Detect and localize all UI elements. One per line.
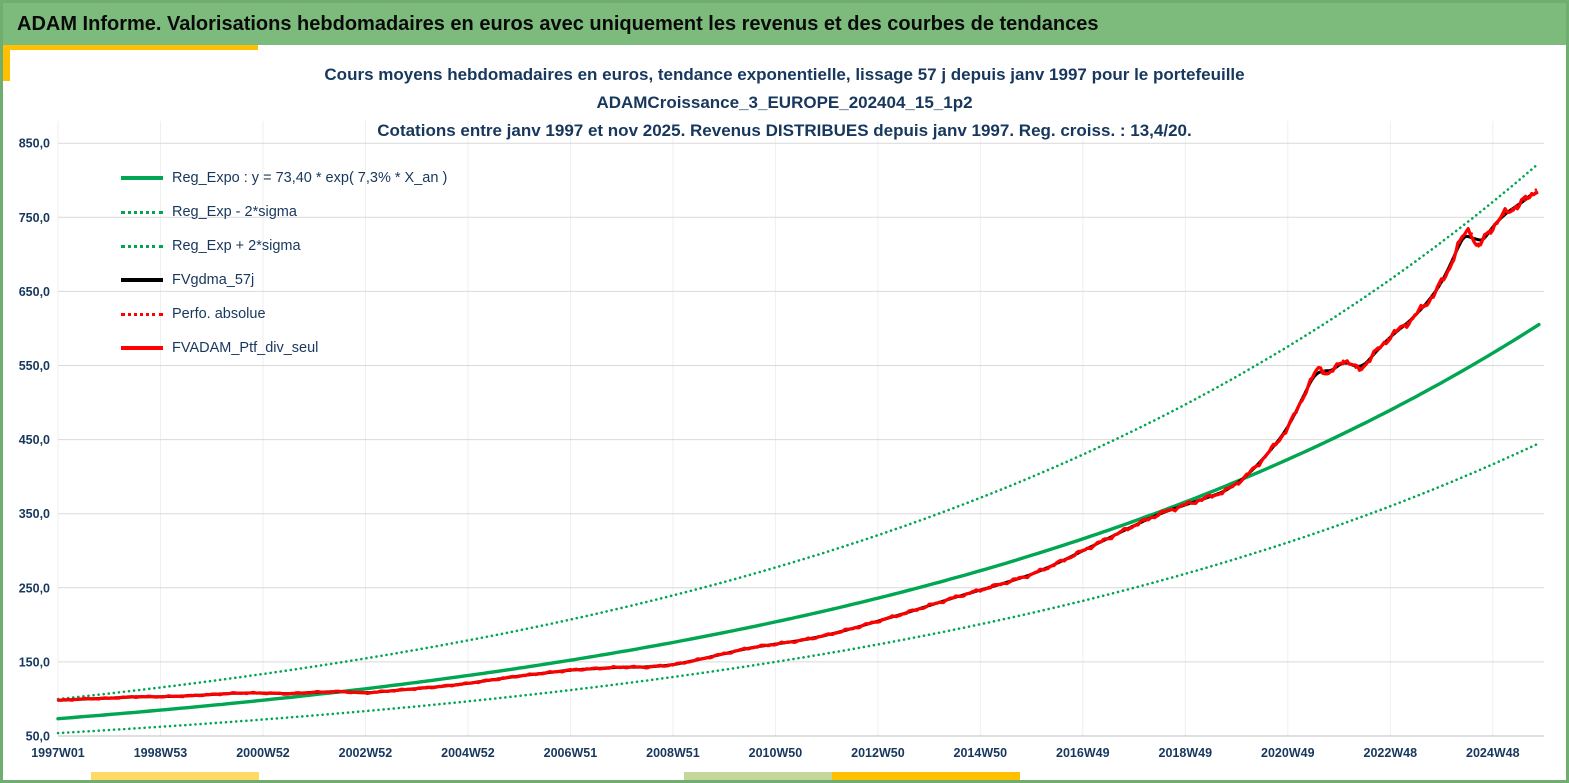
legend-line-green-dotted <box>121 210 163 214</box>
legend-line-green-solid <box>121 176 163 180</box>
bottom-accent-yellow <box>91 772 259 780</box>
x-tick-label: 1997W01 <box>31 746 85 760</box>
x-tick-label: 2022W48 <box>1364 746 1418 760</box>
legend-line-green-dotted-2 <box>121 244 163 248</box>
y-tick-label: 250,0 <box>19 581 50 595</box>
y-tick-label: 650,0 <box>19 285 50 299</box>
x-tick-label: 2016W49 <box>1056 746 1110 760</box>
legend-item-fvadam: FVADAM_Ptf_div_seul <box>121 331 447 365</box>
legend-label-reg-plus-2sigma: Reg_Exp + 2*sigma <box>172 238 301 254</box>
x-tick-label: 2014W50 <box>954 746 1008 760</box>
x-tick-label: 2000W52 <box>236 746 290 760</box>
bottom-accent-orange <box>832 772 1020 780</box>
legend-label-fvgdma: FVgdma_57j <box>172 272 255 288</box>
legend-line-red-dotted <box>121 312 163 316</box>
x-tick-label: 2008W51 <box>646 746 700 760</box>
legend-label-reg-minus-2sigma: Reg_Exp - 2*sigma <box>172 204 297 220</box>
x-tick-label: 2004W52 <box>441 746 495 760</box>
y-tick-label: 150,0 <box>19 655 50 669</box>
y-tick-label: 550,0 <box>19 359 50 373</box>
x-tick-label: 2020W49 <box>1261 746 1315 760</box>
fvadam-ptf-div-seul-curve <box>57 190 1539 702</box>
corner-accent-top-vertical <box>3 45 10 81</box>
legend-item-fvgdma: FVgdma_57j <box>121 263 447 297</box>
legend-label-perfo-absolue: Perfo. absolue <box>172 306 266 322</box>
y-tick-label: 850,0 <box>19 137 50 151</box>
plot-svg: 50,0 150,0 250,0 350,0 450,0 550,0 650,0 750,0 8… <box>19 121 1544 760</box>
chart: 50,0 150,0 250,0 350,0 450,0 550,0 650,0 750,0 8… <box>3 45 1566 780</box>
legend-item-perfo-absolue: Perfo. absolue <box>121 297 447 331</box>
reg-exp-minus-2sigma-curve <box>56 442 1541 735</box>
x-tick-label: 2024W48 <box>1466 746 1520 760</box>
x-tick-label: 2006W51 <box>544 746 598 760</box>
legend-item-reg-expo: Reg_Expo : y = 73,40 * exp( 7,3% * X_an … <box>121 161 447 195</box>
legend-item-reg-minus-2sigma: Reg_Exp - 2*sigma <box>121 195 447 229</box>
legend-line-black-solid <box>121 278 163 282</box>
x-tick-label: 1998W53 <box>134 746 188 760</box>
x-tick-label: 2018W49 <box>1159 746 1213 760</box>
legend-item-reg-plus-2sigma: Reg_Exp + 2*sigma <box>121 229 447 263</box>
legend-line-red-solid <box>121 346 163 350</box>
legend-label-fvadam: FVADAM_Ptf_div_seul <box>172 340 319 356</box>
reg-expo-curve <box>56 322 1541 721</box>
y-tick-label: 50,0 <box>26 730 50 744</box>
x-tick-label: 2010W50 <box>749 746 803 760</box>
chart-legend: Reg_Expo : y = 73,40 * exp( 7,3% * X_an … <box>121 161 447 365</box>
y-tick-label: 450,0 <box>19 433 50 447</box>
x-tick-label: 2002W52 <box>339 746 393 760</box>
y-tick-label: 350,0 <box>19 507 50 521</box>
x-tick-label: 2012W50 <box>851 746 905 760</box>
header-bar: ADAM Informe. Valorisations hebdomadaire… <box>3 3 1566 45</box>
header-title: ADAM Informe. Valorisations hebdomadaire… <box>17 13 1099 35</box>
y-tick-label: 750,0 <box>19 211 50 225</box>
bottom-accent-light-green <box>684 772 832 780</box>
corner-accent-top-horizontal <box>3 45 258 50</box>
legend-label-reg-expo: Reg_Expo : y = 73,40 * exp( 7,3% * X_an … <box>172 170 448 186</box>
reg-exp-plus-2sigma-curve <box>56 161 1541 701</box>
